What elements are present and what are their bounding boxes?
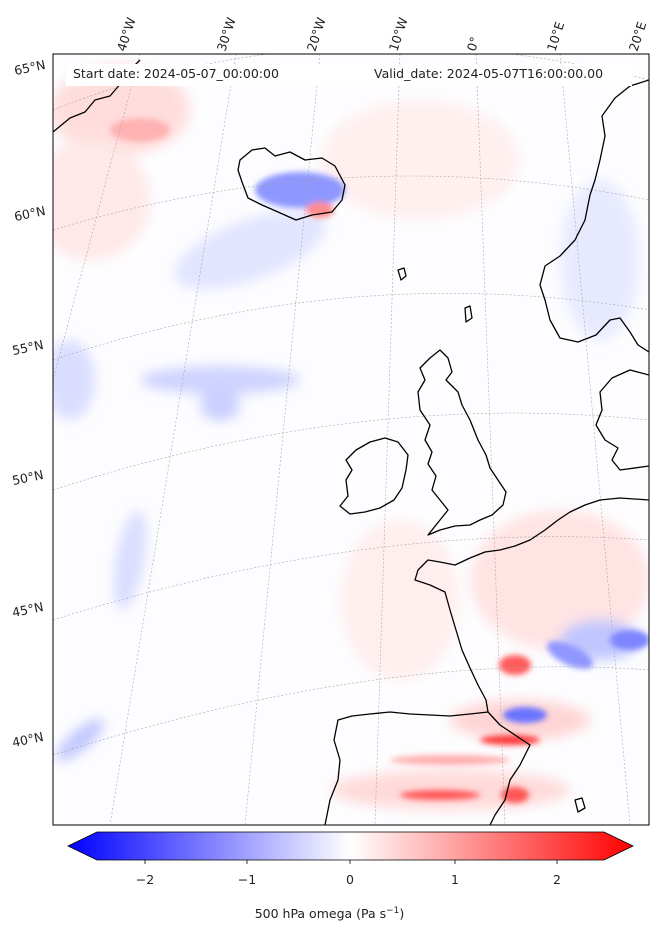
colorbar-tick-2: 2 (553, 872, 561, 887)
colorbar-label: 500 hPa omega (Pa s−1) (0, 906, 659, 921)
header-background (66, 64, 632, 86)
omega-field (53, 65, 649, 810)
colorbar-label-text: 500 hPa omega (Pa s (254, 906, 387, 922)
colorbar-tick-neg1: −1 (237, 872, 257, 887)
colorbar-label-close: ) (399, 906, 405, 922)
start-date-label: Start date: 2024-05-07_00:00:00 (73, 66, 279, 81)
colorbar (67, 831, 634, 864)
colorbar-tick-neg2: −2 (135, 872, 155, 887)
colorbar-tick-0: 0 (346, 872, 354, 887)
graticule (53, 54, 649, 825)
colorbar-label-exponent: −1 (386, 906, 400, 916)
map-border (52, 53, 650, 826)
valid-date-label: Valid_date: 2024-05-07T16:00:00.00 (374, 66, 604, 81)
map-panel (53, 54, 649, 825)
colorbar-tick-1: 1 (451, 872, 459, 887)
coastlines (53, 59, 649, 825)
